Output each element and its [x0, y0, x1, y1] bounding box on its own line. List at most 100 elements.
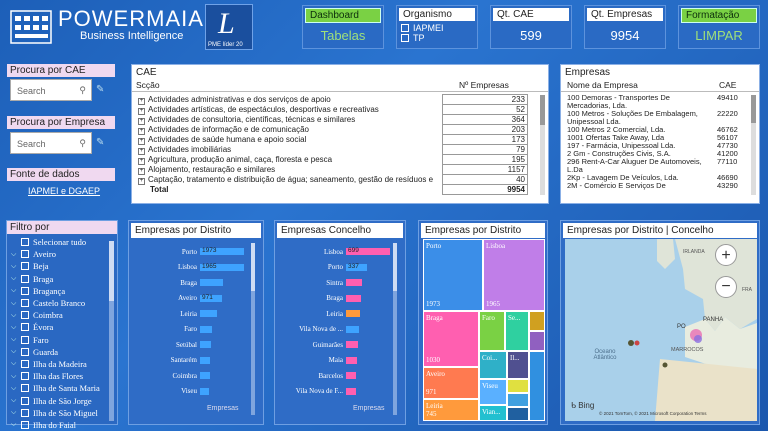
limpar-button[interactable]: LIMPAR — [695, 28, 743, 43]
empresas-scrollbar[interactable] — [751, 95, 756, 195]
bar-row[interactable]: Coimbra — [129, 368, 263, 384]
checkbox-icon[interactable] — [401, 34, 409, 42]
filtro-item[interactable]: ⌵ Évora — [11, 322, 54, 333]
expand-icon[interactable]: + — [138, 107, 145, 115]
bar[interactable] — [346, 356, 358, 364]
bar-row[interactable]: Guimarães — [275, 337, 405, 353]
treemap-tile[interactable] — [529, 311, 545, 331]
bar[interactable] — [346, 279, 362, 287]
expand-icon[interactable]: + — [138, 157, 145, 165]
checkbox-icon[interactable] — [21, 238, 29, 247]
checkbox-icon[interactable] — [21, 420, 29, 429]
checkbox-icon[interactable] — [21, 299, 29, 308]
expand-icon[interactable]: + — [138, 97, 145, 105]
treemap-tile[interactable]: Coi... — [479, 351, 507, 379]
bar[interactable] — [200, 310, 217, 318]
bar[interactable] — [346, 325, 360, 333]
chevron-down-icon[interactable]: ⌵ — [11, 408, 17, 417]
bar[interactable] — [346, 341, 358, 349]
checkbox-icon[interactable] — [401, 24, 409, 32]
checkbox-icon[interactable] — [21, 384, 29, 393]
bar[interactable] — [346, 387, 356, 395]
bar[interactable]: 1973 — [200, 247, 244, 256]
table-row[interactable]: + Alojamento, restauração e similares 1157 — [136, 164, 528, 175]
chevron-down-icon[interactable]: ⌵ — [11, 286, 17, 295]
filtro-item[interactable]: ⌵ Ilha do Faial — [11, 419, 76, 430]
treemap-tile[interactable]: Faro — [479, 311, 505, 351]
treemap-tile[interactable] — [529, 351, 545, 421]
bar-row[interactable]: Braga — [129, 275, 263, 291]
checkbox-icon[interactable] — [21, 311, 29, 320]
col-n-empresas[interactable]: Nº Empresas — [459, 80, 509, 90]
filtro-item[interactable]: ⌵ Guarda — [11, 346, 59, 357]
bar-row[interactable]: Porto 1973 — [129, 244, 263, 260]
chevron-down-icon[interactable]: ⌵ — [11, 274, 17, 283]
table-row[interactable]: 1001 Ofertas Take Away, Lda 56107 — [565, 134, 749, 142]
checkbox-icon[interactable] — [21, 359, 29, 368]
treemap-tile[interactable]: Aveiro 971 — [423, 367, 479, 399]
dashboard-value[interactable]: Tabelas — [320, 28, 366, 43]
treemap-tile[interactable]: Porto 1973 — [423, 239, 483, 311]
bar[interactable]: 1965 — [200, 263, 244, 271]
bar[interactable] — [346, 372, 357, 380]
chevron-down-icon[interactable]: ⌵ — [11, 383, 17, 392]
filtro-item[interactable]: Selecionar tudo — [11, 236, 113, 248]
filtro-item[interactable]: ⌵ Braga — [11, 273, 54, 284]
table-row[interactable]: + Actividades administrativas e dos servi… — [136, 94, 528, 105]
bar-row[interactable]: Maia — [275, 353, 405, 369]
table-row[interactable]: 197 - Farmácia, Unipessoal Lda. 47730 — [565, 142, 749, 150]
treemap-tile[interactable]: Lisboa 1965 — [483, 239, 545, 311]
treemap-tile[interactable] — [507, 393, 529, 407]
table-row[interactable]: + Actividades artísticas, de espectáculos… — [136, 104, 528, 115]
bar-row[interactable]: Leiria — [129, 306, 263, 322]
table-row[interactable]: 100 Metros 2 Comercial, Lda. 46762 — [565, 126, 749, 134]
bar[interactable]: 699 — [346, 247, 390, 256]
zoom-in-button[interactable]: + — [715, 244, 737, 266]
eraser-icon[interactable]: ✎ — [96, 84, 105, 95]
chevron-down-icon[interactable]: ⌵ — [11, 298, 17, 307]
map-canvas[interactable]: IRLANDA FRA PANHA PO MARROCOS Oceano Atl… — [565, 239, 757, 421]
bar[interactable] — [200, 356, 211, 364]
bar-row[interactable]: Braga — [275, 291, 405, 307]
filtro-item[interactable]: ⌵ Bragança — [11, 285, 66, 296]
filtro-item[interactable]: ⌵ Coimbra — [11, 310, 63, 321]
expand-icon[interactable]: + — [138, 137, 145, 145]
bar-row[interactable]: Sintra — [275, 275, 405, 291]
bar[interactable] — [200, 341, 212, 349]
bar[interactable] — [200, 279, 223, 287]
cae-scrollbar[interactable] — [540, 95, 545, 195]
checkbox-icon[interactable] — [21, 372, 29, 381]
filtro-item[interactable]: ⌵ Aveiro — [11, 249, 56, 260]
fonte-dados-links[interactable]: IAPMEI e DGAEP — [28, 186, 101, 196]
bar-row[interactable]: Setúbal — [129, 337, 263, 353]
filtro-scrollbar[interactable] — [109, 241, 114, 421]
bar-row[interactable]: Aveiro 971 — [129, 291, 263, 307]
procura-cae-search-input[interactable]: Search ⚲ — [10, 79, 92, 101]
checkbox-icon[interactable] — [21, 286, 29, 295]
zoom-out-button[interactable]: − — [715, 276, 737, 298]
table-row[interactable]: 100 Metros - Soluções De Embalagem, Unip… — [565, 110, 749, 126]
filtro-item[interactable]: ⌵ Castelo Branco — [11, 298, 86, 309]
bar-row[interactable]: Santarém — [129, 353, 263, 369]
organismo-option-tp[interactable]: TP — [401, 33, 477, 43]
bar[interactable] — [346, 310, 361, 318]
table-row[interactable]: + Captação, tratamento e distribuição de … — [136, 174, 528, 185]
filtro-item[interactable]: ⌵ Faro — [11, 334, 49, 345]
table-row[interactable]: 2Kp - Lavagem De Veículos, Lda. 46690 — [565, 174, 749, 182]
chevron-down-icon[interactable]: ⌵ — [11, 310, 17, 319]
treemap-tile[interactable] — [507, 407, 529, 421]
chevron-down-icon[interactable]: ⌵ — [11, 420, 17, 429]
bar-row[interactable]: Barcelos — [275, 368, 405, 384]
bar[interactable]: 971 — [200, 294, 222, 302]
checkbox-icon[interactable] — [21, 347, 29, 356]
dashboard-selector[interactable]: Dashboard Tabelas — [302, 5, 384, 49]
filtro-item[interactable]: ⌵ Ilha de São Jorge — [11, 395, 92, 406]
chevron-down-icon[interactable]: ⌵ — [11, 335, 17, 344]
filtro-item[interactable]: ⌵ Ilha de Santa Maria — [11, 383, 100, 394]
concelho-scrollbar[interactable] — [393, 243, 397, 415]
table-row[interactable]: 2M - Comércio E Serviços De 43290 — [565, 182, 749, 190]
checkbox-icon[interactable] — [21, 408, 29, 417]
chevron-down-icon[interactable]: ⌵ — [11, 359, 17, 368]
treemap-tile[interactable]: Braga 1030 — [423, 311, 479, 367]
checkbox-icon[interactable] — [21, 335, 29, 344]
